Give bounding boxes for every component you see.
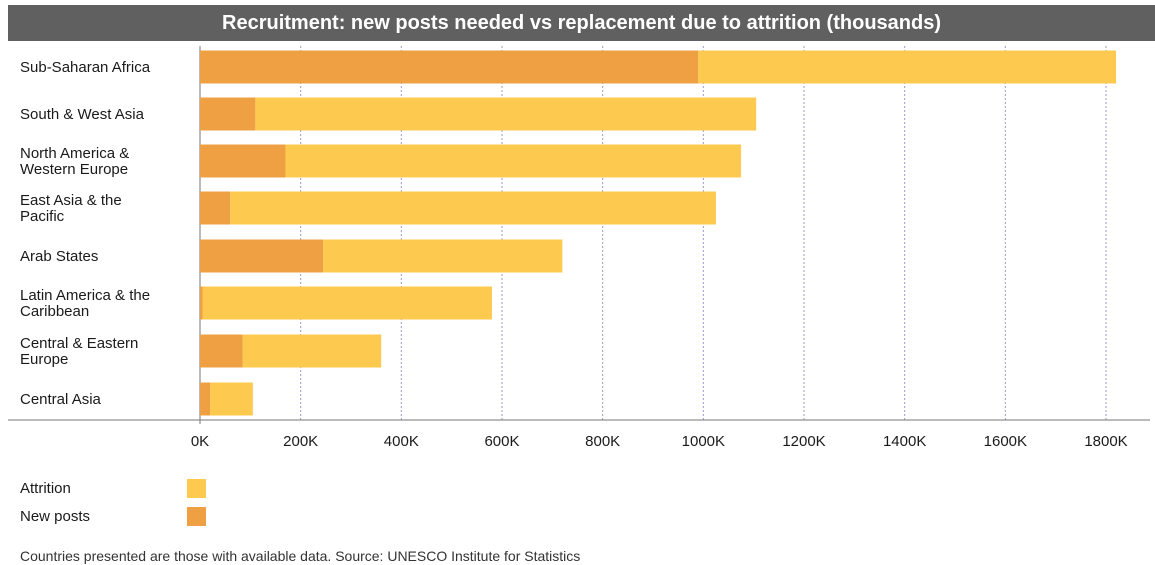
bar-attrition xyxy=(210,382,253,416)
bar-new-posts xyxy=(200,50,699,84)
bar-attrition xyxy=(202,286,492,320)
x-tick-label: 800K xyxy=(585,433,620,450)
x-tick-label: 1400K xyxy=(883,433,926,450)
legend-new-posts-swatch xyxy=(187,507,206,526)
category-label: Central & Eastern Europe xyxy=(20,335,138,368)
category-label: Sub-Saharan Africa xyxy=(20,59,151,76)
category-label: Arab States xyxy=(20,248,98,265)
x-tick-label: 0K xyxy=(191,433,209,450)
category-label: East Asia & the Pacific xyxy=(20,192,122,225)
legend-attrition-label: Attrition xyxy=(20,480,71,497)
source-note: Countries presented are those with avail… xyxy=(20,548,581,564)
x-tick-label: 600K xyxy=(484,433,519,450)
bar-new-posts xyxy=(200,191,231,225)
legend-attrition-swatch xyxy=(187,479,206,498)
bar-new-posts xyxy=(200,286,203,320)
bar-attrition xyxy=(323,239,563,273)
x-tick-label: 1800K xyxy=(1084,433,1127,450)
chart-title: Recruitment: new posts needed vs replace… xyxy=(8,5,1155,41)
bar-attrition xyxy=(255,97,757,131)
bar-new-posts xyxy=(200,144,286,178)
bar-new-posts xyxy=(200,382,211,416)
category-label: Central Asia xyxy=(20,391,102,408)
category-label: North America & Western Europe xyxy=(20,145,129,178)
bar-attrition xyxy=(230,191,716,225)
bar-new-posts xyxy=(200,97,256,131)
category-label: Latin America & the Caribbean xyxy=(20,287,150,320)
bar-attrition xyxy=(285,144,742,178)
bar-chart: Sub-Saharan Africa South & West Asia North… xyxy=(8,46,1150,450)
x-tick-label: 400K xyxy=(384,433,419,450)
bar-new-posts xyxy=(200,334,243,368)
category-label: South & West Asia xyxy=(20,106,145,123)
x-tick-label: 200K xyxy=(283,433,318,450)
legend-new-posts-label: New posts xyxy=(20,508,91,525)
x-tick-label: 1600K xyxy=(984,433,1027,450)
bar-attrition xyxy=(242,334,382,368)
bar-attrition xyxy=(698,50,1117,84)
bar-new-posts xyxy=(200,239,324,273)
x-tick-label: 1000K xyxy=(682,433,725,450)
x-tick-label: 1200K xyxy=(782,433,825,450)
